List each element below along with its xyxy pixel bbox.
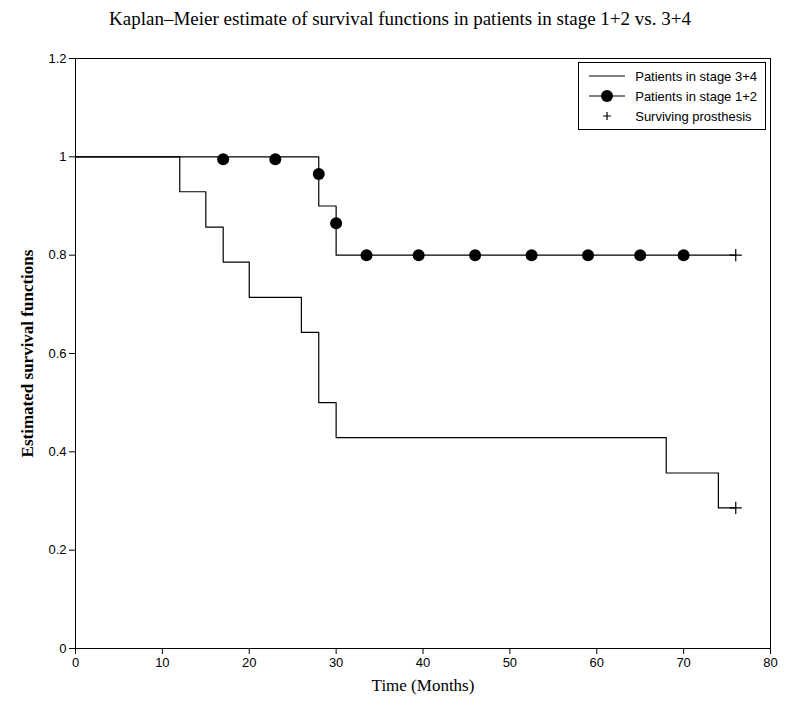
html-text:Kaplan–Meier estimate of survi: Kaplan–Meier estimate of survival functi…: [109, 8, 691, 29]
svg-text:1.2: 1.2: [48, 51, 66, 66]
svg-text:80: 80: [763, 655, 777, 670]
svg-text:20: 20: [242, 655, 256, 670]
svg-text:50: 50: [503, 655, 517, 670]
svg-text:0: 0: [59, 641, 66, 656]
html-text:Patients in stage 1+2: Patients in stage 1+2: [635, 88, 757, 104]
svg-text:0.4: 0.4: [48, 444, 66, 459]
svg-text:30: 30: [329, 655, 343, 670]
svg-text:0: 0: [72, 655, 79, 670]
svg-text:40: 40: [416, 655, 430, 670]
svg-text:0.2: 0.2: [48, 542, 66, 557]
svg-text:Time (Months): Time (Months): [372, 676, 475, 695]
svg-text:60: 60: [590, 655, 604, 670]
svg-text:Estimated survival functions: Estimated survival functions: [18, 249, 37, 457]
svg-text:0.6: 0.6: [48, 346, 66, 361]
svg-text:1: 1: [59, 149, 66, 164]
svg-text:10: 10: [155, 655, 169, 670]
svg-text:70: 70: [676, 655, 690, 670]
html-text:Surviving prosthesis: Surviving prosthesis: [635, 108, 752, 124]
html-text:Patients in stage 3+4: Patients in stage 3+4: [635, 68, 757, 84]
svg-text:0.8: 0.8: [48, 247, 66, 262]
